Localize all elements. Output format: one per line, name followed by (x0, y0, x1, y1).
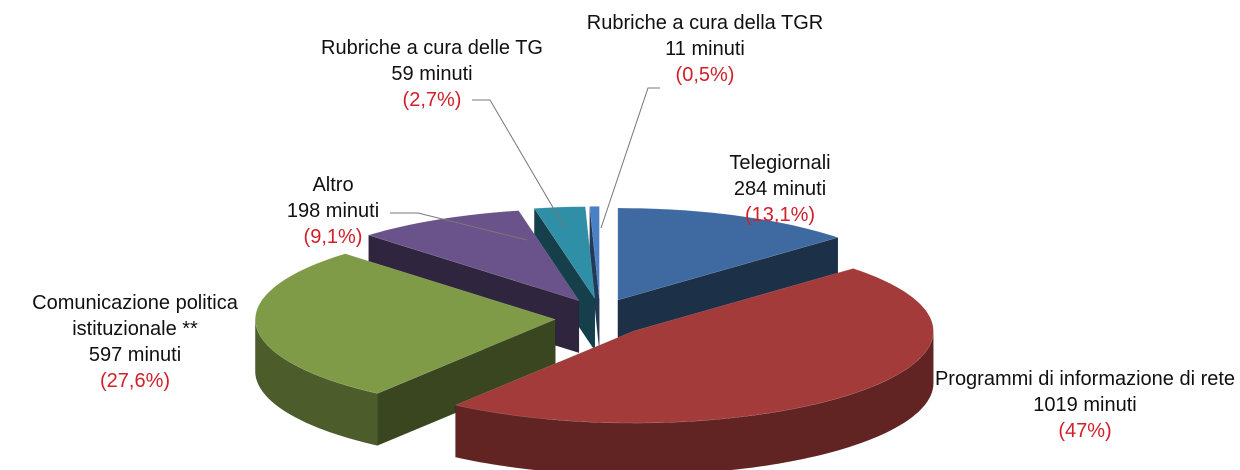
slices (255, 206, 934, 470)
percent-label: (0,5%) (675, 64, 735, 86)
category-label: Rubriche a cura delle TG (321, 37, 543, 59)
slice-label: Rubriche a cura della TGR 11 minuti (0,5… (555, 10, 855, 88)
category-label: Rubriche a cura della TGR (586, 12, 824, 34)
slice (367, 210, 580, 302)
value-label: 597 minuti (88, 344, 182, 366)
category-label: Programmi di informazione di rete (934, 368, 1236, 390)
slice-label: Altro 198 minuti (9,1%) (253, 172, 413, 250)
slice (533, 206, 596, 299)
category-label: Comunicazione politica istituzionale ** (32, 292, 238, 340)
leader-line (600, 87, 660, 229)
value-label: 284 minuti (733, 178, 827, 200)
slice (589, 206, 600, 299)
value-label: 11 minuti (665, 38, 745, 60)
slice (255, 253, 557, 394)
slice-label: Comunicazione politica istituzionale ** … (5, 290, 265, 394)
percent-label: (13,1%) (744, 204, 816, 226)
percent-label: (2,7%) (402, 89, 462, 111)
slice-label: Rubriche a cura delle TG 59 minuti (2,7%… (282, 35, 582, 113)
value-label: 59 minuti (391, 63, 473, 85)
slice (617, 207, 839, 301)
slice-label: Programmi di informazione di rete 1019 m… (925, 366, 1240, 444)
percent-label: (9,1%) (303, 226, 363, 248)
value-label: 198 minuti (286, 200, 380, 222)
category-label: Altro (312, 174, 354, 196)
value-label: 1019 minuti (1033, 394, 1137, 416)
leader-line (472, 99, 566, 229)
slice-label: Telegiornali 284 minuti (13,1%) (680, 150, 880, 228)
percent-label: (27,6%) (99, 370, 171, 392)
leader-line (390, 212, 528, 241)
percent-label: (47%) (1058, 420, 1112, 442)
category-label: Telegiornali (729, 152, 831, 174)
slice (454, 268, 934, 424)
